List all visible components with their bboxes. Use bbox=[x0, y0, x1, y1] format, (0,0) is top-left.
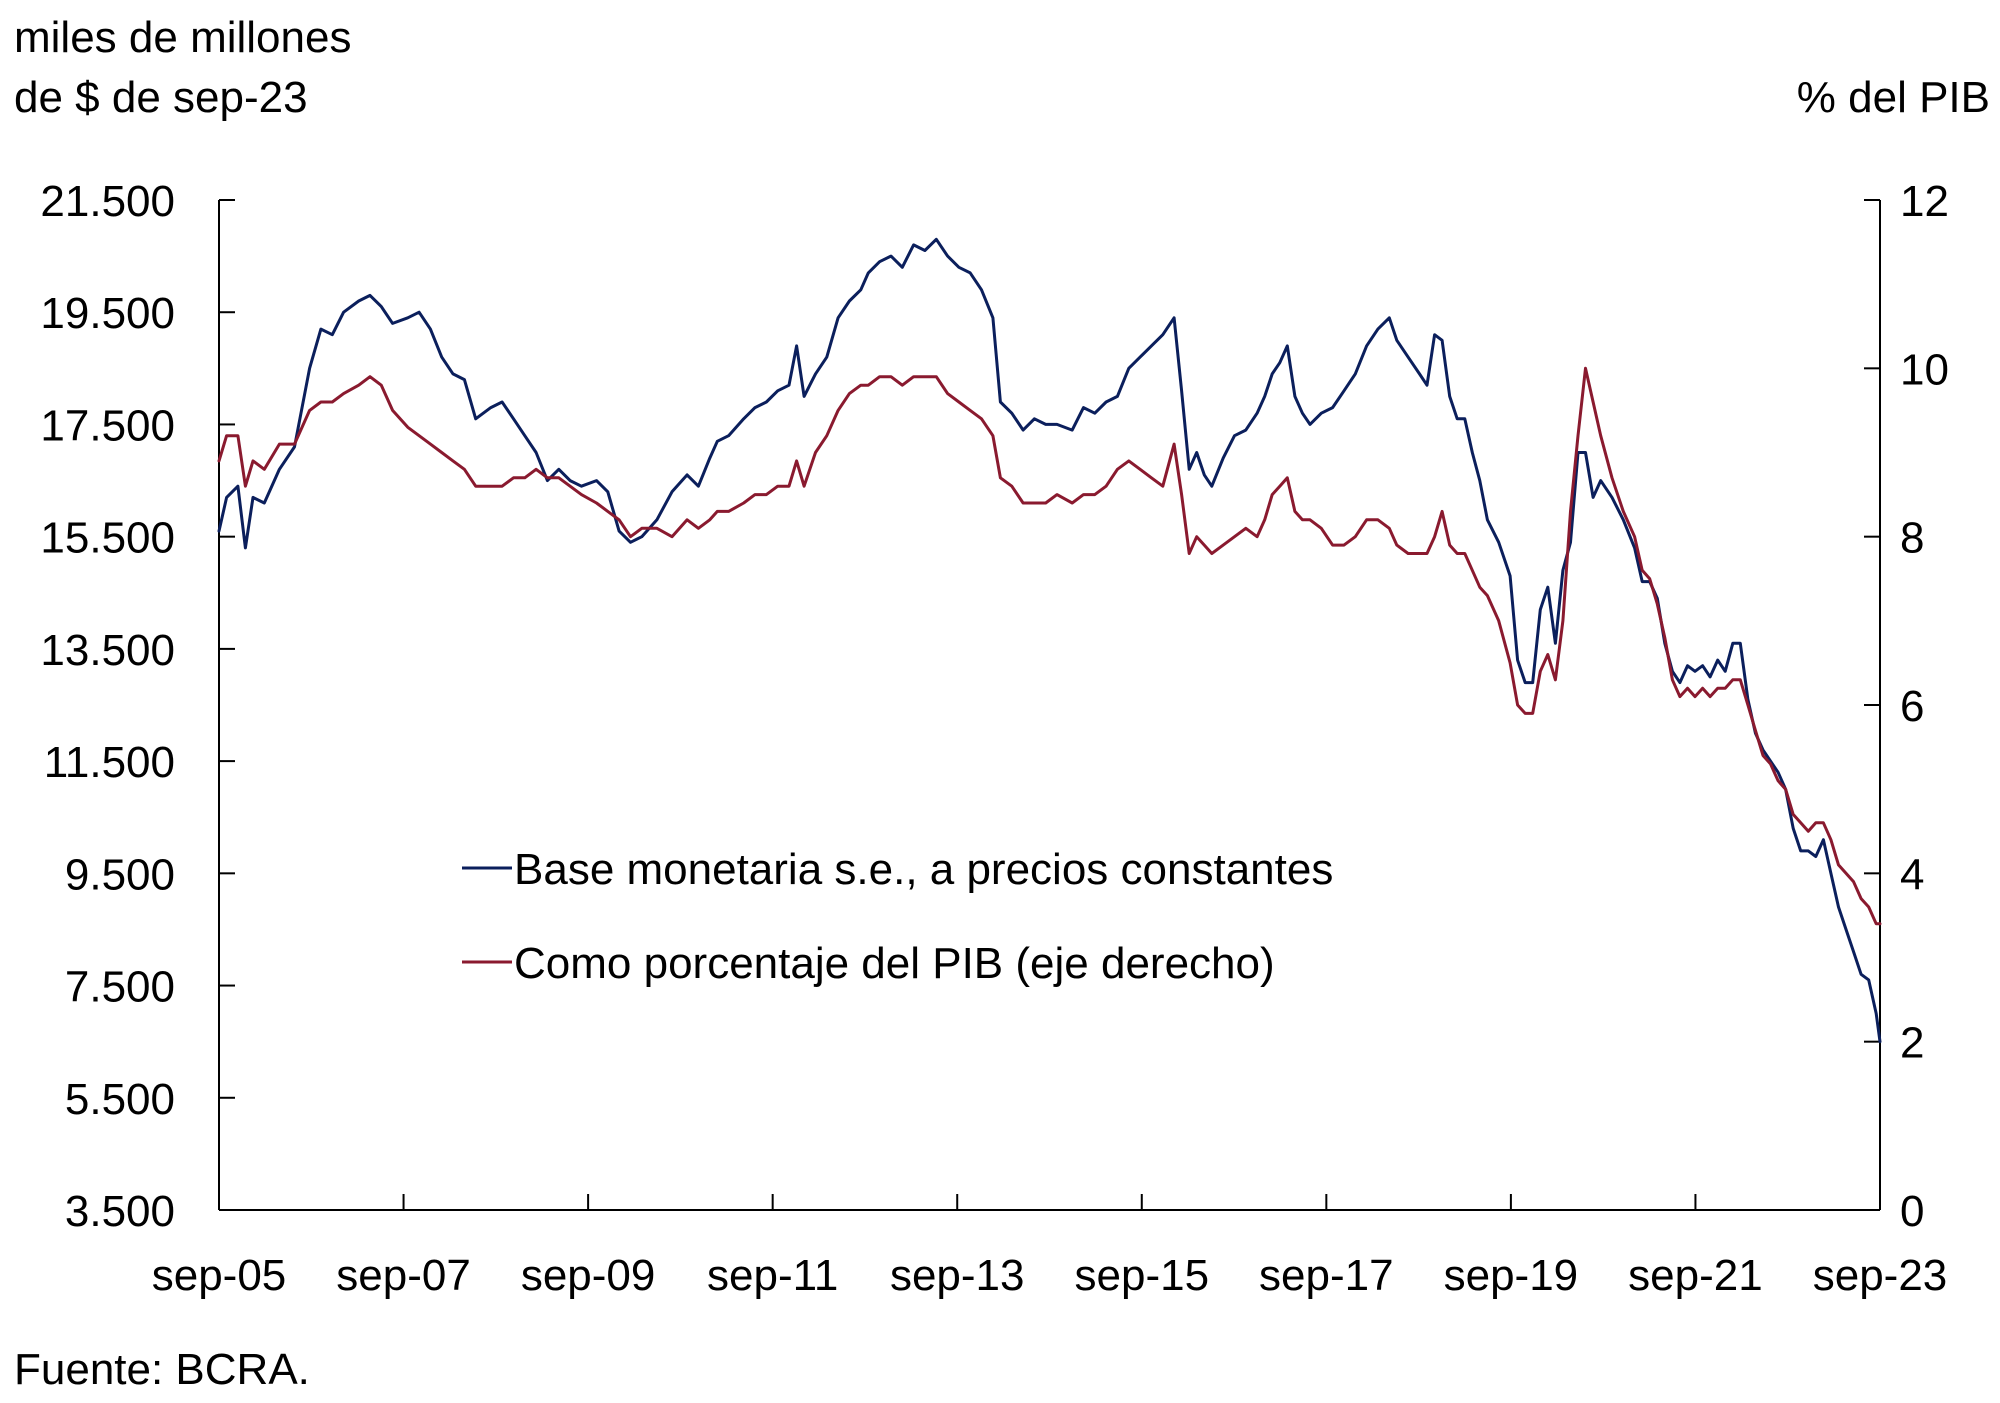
left-tick-label: 21.500 bbox=[40, 177, 175, 226]
left-tick-label: 17.500 bbox=[40, 401, 175, 450]
x-tick-label: sep-13 bbox=[890, 1251, 1025, 1300]
right-tick-label: 6 bbox=[1900, 682, 1924, 731]
series-group bbox=[217, 237, 1882, 1044]
right-tick-label: 12 bbox=[1900, 177, 1949, 226]
axis-titles: miles de millones de $ de sep-23 % del P… bbox=[14, 13, 1990, 122]
right-tick-label: 4 bbox=[1900, 850, 1924, 899]
legend-label-porcentaje-pib: Como porcentaje del PIB (eje derecho) bbox=[514, 939, 1275, 988]
x-tick-label: sep-17 bbox=[1259, 1251, 1394, 1300]
x-tick-label: sep-23 bbox=[1813, 1251, 1948, 1300]
right-tick-label: 0 bbox=[1900, 1187, 1924, 1236]
right-axis-unit: % del PIB bbox=[1797, 73, 1990, 122]
left-axis-unit-line-2: de $ de sep-23 bbox=[14, 73, 308, 122]
legend-label-base-monetaria: Base monetaria s.e., a precios constante… bbox=[514, 845, 1333, 894]
left-axis-unit-line-1: miles de millones bbox=[14, 13, 351, 62]
right-tick-label: 2 bbox=[1900, 1019, 1924, 1068]
legend: Base monetaria s.e., a precios constante… bbox=[462, 845, 1333, 988]
left-tick-label: 9.500 bbox=[65, 850, 175, 899]
series-line-base-monetaria bbox=[217, 237, 1882, 1044]
series-line-porcentaje-pib bbox=[217, 366, 1882, 926]
x-tick-label: sep-11 bbox=[707, 1251, 838, 1300]
right-tick-label: 8 bbox=[1900, 514, 1924, 563]
x-tick-label: sep-05 bbox=[152, 1251, 287, 1300]
x-tick-label: sep-09 bbox=[521, 1251, 656, 1300]
x-tick-label: sep-21 bbox=[1628, 1251, 1763, 1300]
x-tick-label: sep-07 bbox=[336, 1251, 471, 1300]
axes: 21.500 19.500 17.500 15.500 13.500 11.500 9.50… bbox=[40, 177, 1949, 1300]
left-tick-label: 15.500 bbox=[40, 514, 175, 563]
x-tick-label: sep-19 bbox=[1444, 1251, 1579, 1300]
left-tick-label: 13.500 bbox=[40, 626, 175, 675]
left-tick-label: 7.500 bbox=[65, 963, 175, 1012]
left-tick-label: 19.500 bbox=[40, 289, 175, 338]
left-tick-label: 5.500 bbox=[65, 1075, 175, 1124]
right-tick-label: 10 bbox=[1900, 345, 1949, 394]
left-tick-label: 11.500 bbox=[44, 738, 175, 787]
left-tick-label: 3.500 bbox=[65, 1187, 175, 1236]
source-note: Fuente: BCRA. bbox=[14, 1345, 310, 1394]
x-tick-label: sep-15 bbox=[1075, 1251, 1210, 1300]
